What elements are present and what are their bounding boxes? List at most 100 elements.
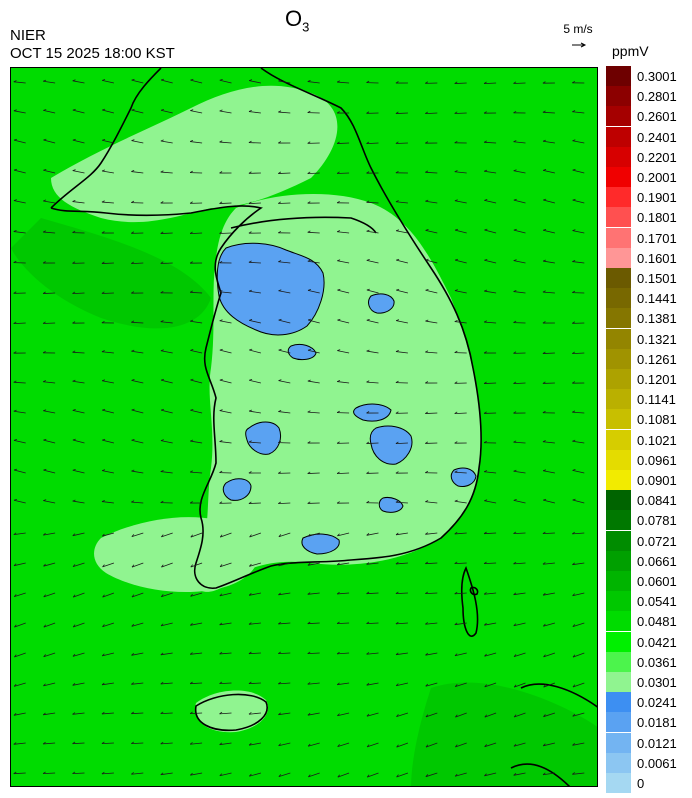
wind-vector bbox=[102, 438, 114, 444]
legend-label: 0.0361 bbox=[637, 654, 677, 670]
wind-vector bbox=[101, 652, 114, 657]
wind-vector bbox=[72, 499, 85, 504]
wind-vector bbox=[131, 711, 144, 715]
wind-vector bbox=[307, 712, 320, 716]
wind-vector bbox=[366, 349, 379, 354]
wind-vector bbox=[249, 348, 261, 354]
wind-vector bbox=[513, 742, 526, 747]
wind-vector bbox=[425, 652, 438, 656]
wind-vector bbox=[278, 141, 291, 144]
wind-vector bbox=[513, 499, 526, 504]
wind-vector bbox=[307, 171, 320, 174]
wind-vector bbox=[484, 682, 497, 688]
wind-vector bbox=[219, 772, 232, 777]
wind-vector bbox=[572, 168, 585, 174]
wind-vector bbox=[336, 471, 350, 474]
wind-vector bbox=[101, 231, 114, 234]
wind-vector bbox=[337, 259, 350, 264]
wind-vector bbox=[395, 682, 408, 687]
wind-vector bbox=[395, 441, 408, 444]
wind-vector bbox=[278, 621, 291, 625]
wind-vector bbox=[72, 712, 85, 715]
wind-vector bbox=[219, 501, 232, 504]
wind-vector bbox=[366, 259, 379, 264]
wind-vector bbox=[278, 230, 291, 234]
wind-vector bbox=[454, 499, 467, 504]
wind-vector bbox=[72, 291, 85, 294]
wind-vector bbox=[72, 409, 85, 414]
wind-vector bbox=[307, 532, 320, 537]
wind-vector bbox=[278, 712, 291, 716]
wind-vector bbox=[572, 712, 585, 717]
wind-vector bbox=[366, 229, 379, 234]
wind-vector bbox=[425, 561, 438, 565]
wind-vector bbox=[366, 772, 379, 778]
wind-vector bbox=[219, 622, 232, 626]
wind-vector bbox=[278, 348, 291, 354]
legend-swatch bbox=[606, 66, 631, 86]
wind-reference-arrow-icon bbox=[572, 42, 587, 48]
legend-swatch bbox=[606, 268, 631, 288]
wind-vector bbox=[43, 409, 56, 414]
wind-vector bbox=[13, 291, 26, 294]
wind-vector bbox=[483, 592, 497, 595]
wind-vector bbox=[278, 79, 291, 84]
wind-vector bbox=[395, 81, 408, 84]
wind-vector bbox=[42, 712, 56, 716]
wind-vector bbox=[366, 591, 379, 595]
wind-vector bbox=[395, 500, 408, 504]
wind-vector bbox=[483, 81, 497, 84]
wind-vector bbox=[190, 772, 203, 776]
wind-vector bbox=[249, 378, 261, 384]
legend-label: 0.0181 bbox=[637, 715, 677, 731]
wind-vector bbox=[542, 772, 555, 776]
wind-vector bbox=[249, 532, 262, 538]
wind-vector bbox=[13, 138, 26, 144]
wind-vector bbox=[219, 260, 232, 264]
wind-vector bbox=[513, 320, 526, 324]
wind-vector bbox=[131, 379, 144, 384]
wind-vector bbox=[542, 321, 555, 324]
wind-vector bbox=[483, 470, 497, 474]
wind-vector bbox=[336, 200, 350, 204]
wind-vector bbox=[513, 228, 526, 234]
wind-vector bbox=[483, 411, 497, 414]
wind-vector bbox=[248, 231, 261, 234]
legend-label: 0.0901 bbox=[637, 473, 677, 488]
wind-vector bbox=[454, 228, 467, 234]
wind-vector bbox=[366, 380, 379, 384]
legend-swatch bbox=[606, 369, 631, 389]
wind-vector bbox=[513, 411, 526, 414]
wind-vector bbox=[278, 201, 291, 204]
wind-vector bbox=[219, 78, 232, 84]
wind-vector bbox=[395, 349, 408, 354]
wind-vector bbox=[278, 440, 291, 444]
wind-vector bbox=[43, 199, 56, 204]
wind-vector bbox=[336, 621, 350, 625]
wind-vector bbox=[454, 381, 467, 384]
wind-vector bbox=[366, 80, 379, 84]
wind-vector bbox=[454, 199, 467, 204]
wind-vector bbox=[307, 230, 320, 234]
legend-swatch bbox=[606, 207, 631, 228]
wind-vector bbox=[425, 258, 438, 264]
wind-vector bbox=[72, 682, 85, 686]
wind-vector bbox=[307, 471, 320, 474]
wind-vector bbox=[366, 200, 379, 204]
wind-vector bbox=[160, 500, 173, 504]
wind-vector bbox=[454, 140, 467, 144]
wind-vector bbox=[307, 201, 320, 204]
wind-vector bbox=[572, 259, 585, 264]
legend-label: 0.1261 bbox=[637, 351, 677, 367]
wind-vector bbox=[190, 532, 203, 538]
wind-vector bbox=[43, 79, 56, 84]
wind-vector bbox=[190, 319, 203, 324]
wind-vector bbox=[160, 139, 173, 144]
wind-vector bbox=[572, 80, 585, 84]
wind-vector bbox=[572, 592, 585, 597]
wind-vector bbox=[513, 110, 526, 114]
wind-vector bbox=[396, 742, 409, 748]
wind-vector bbox=[131, 741, 144, 745]
ulleung-coastline bbox=[469, 586, 479, 596]
wind-vector bbox=[425, 742, 438, 748]
